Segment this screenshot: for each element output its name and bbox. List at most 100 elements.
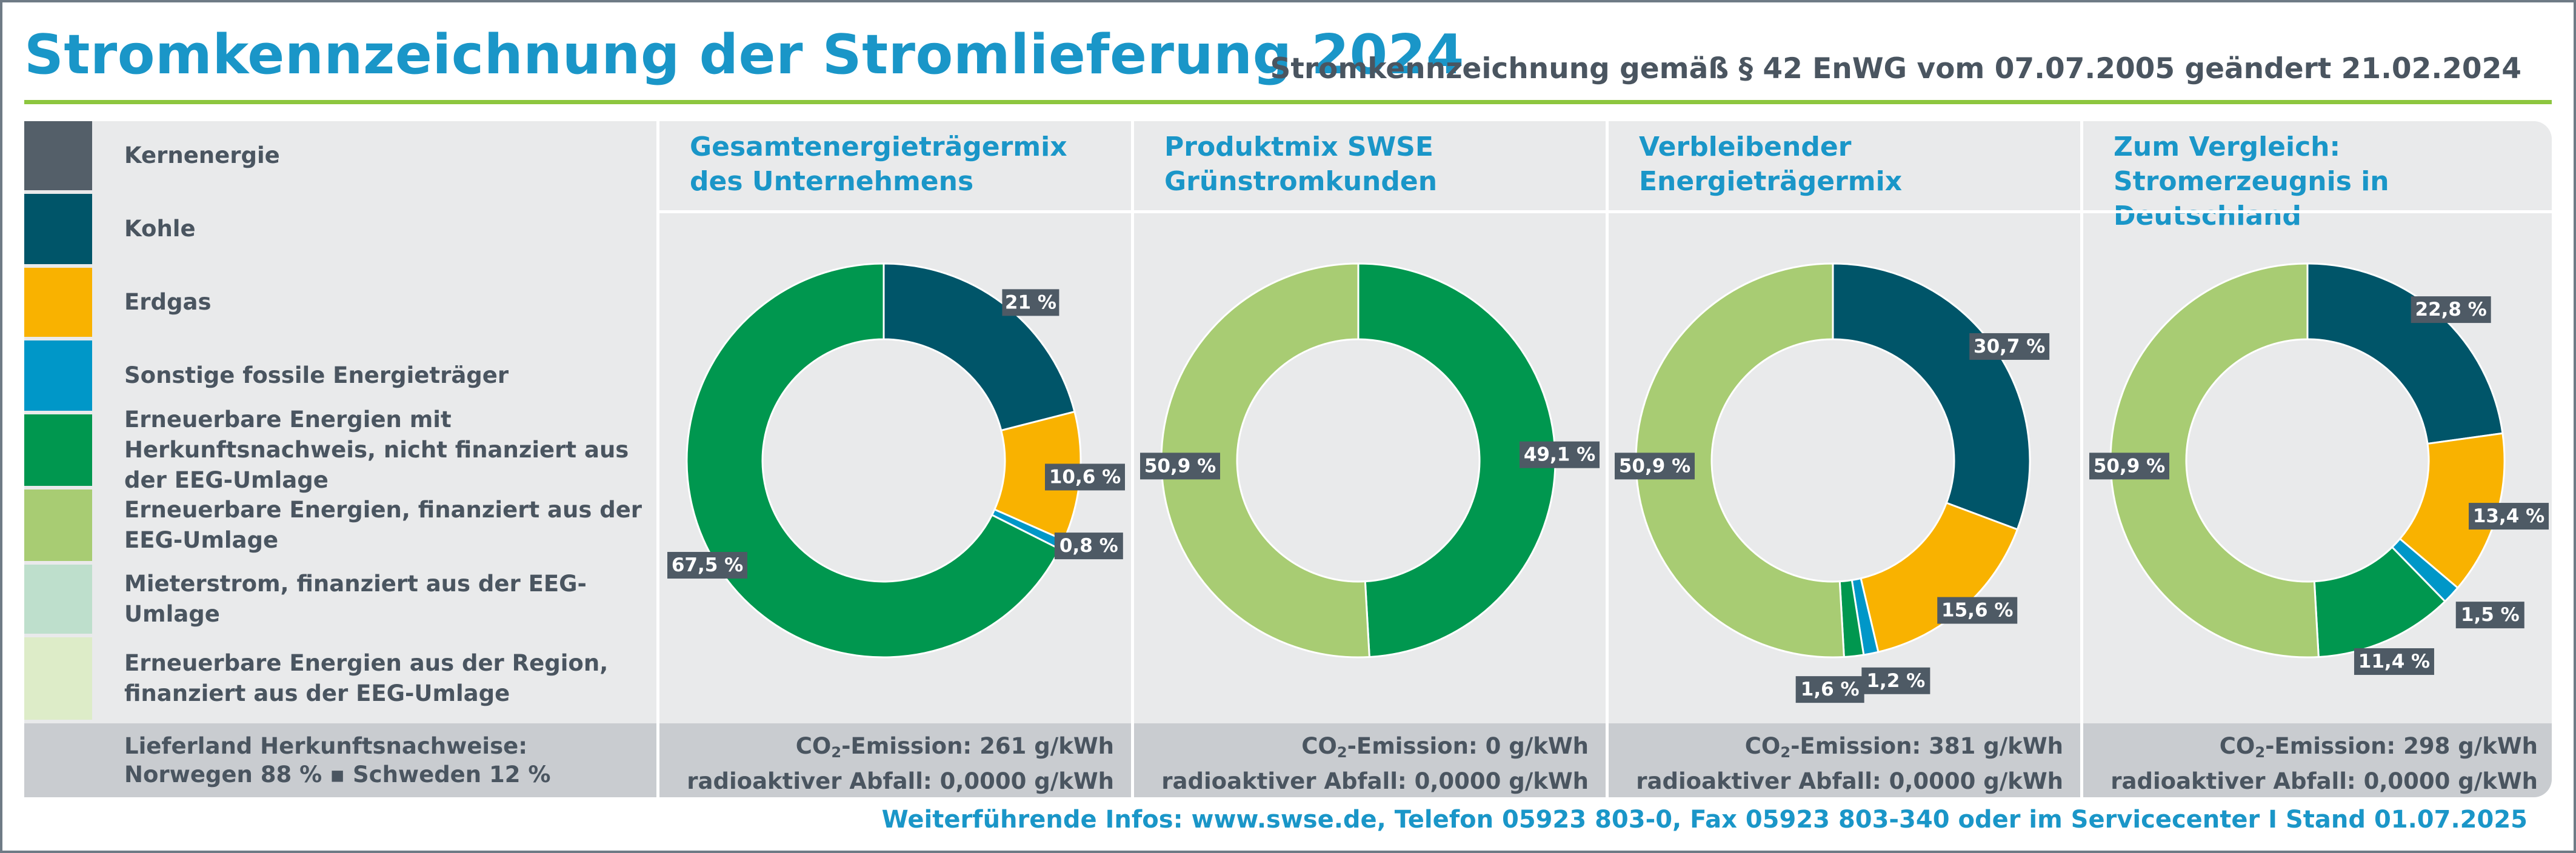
data-label-text: 50,9 % [1619, 455, 1690, 477]
data-label-text: 30,7 % [1974, 336, 2045, 357]
column-separator [1606, 121, 1609, 797]
data-label-box [2455, 602, 2524, 629]
column-separator [2080, 121, 2083, 797]
title-divider [659, 210, 1131, 213]
co2-prefix: CO [795, 733, 832, 759]
data-label: 50,9 % [1615, 453, 1695, 480]
data-label-box [667, 552, 747, 579]
data-label: 50,9 % [1140, 453, 1220, 480]
co2-emission: CO2-Emission: 381 g/kWh [1621, 732, 2063, 767]
herkunft-text: Lieferland Herkunftsnachweise: Norwegen … [124, 732, 550, 789]
data-label-text: 1,2 % [1866, 670, 1925, 692]
data-label: 67,5 % [667, 552, 747, 579]
radioactive-waste: radioaktiver Abfall: 0,0000 g/kWh [2111, 768, 2538, 794]
legend-item: Kohle [24, 194, 659, 264]
legend-label: Erneuerbare Energien mit Herkunftsnachwe… [124, 407, 629, 493]
page-title: Stromkennzeichnung der Stromlieferung 20… [24, 23, 1464, 87]
radioactive-waste: radioaktiver Abfall: 0,0000 g/kWh [1636, 768, 2063, 794]
legend-swatch [24, 490, 92, 561]
co2-value: -Emission: 298 g/kWh [2265, 733, 2538, 759]
donut-chart: 49,1 % 50,9 % [1140, 262, 1600, 659]
legend-swatch [24, 637, 92, 720]
column-separator [1131, 121, 1134, 797]
column-separator [656, 121, 659, 797]
legend-label: Erneuerbare Energien, finanziert aus der… [124, 497, 642, 553]
data-label: 1,5 % [2455, 602, 2524, 629]
data-label-text: 67,5 % [672, 554, 743, 576]
footer-info: Weiterführende Infos: www.swse.de, Telef… [881, 806, 2528, 834]
donut-slice [2306, 262, 2504, 445]
legend-swatch [24, 121, 92, 190]
data-label: 1,2 % [1861, 667, 1930, 694]
co2-value: -Emission: 261 g/kWh [841, 733, 1114, 759]
data-label-box [1002, 289, 1059, 316]
legend-label: Erdgas [124, 289, 212, 315]
data-label-box [2089, 453, 2169, 480]
radioactive-waste: radioaktiver Abfall: 0,0000 g/kWh [687, 768, 1114, 794]
data-label: 13,4 % [2469, 503, 2549, 530]
donut-slice [1357, 262, 1557, 659]
data-label-box [1045, 463, 1125, 491]
donut-slice [686, 262, 1061, 659]
legend-label: Kohle [124, 216, 196, 242]
legend: Kernenergie Kohle Erdgas Sonstige fossile E… [24, 121, 659, 723]
chart-column: Gesamtenergieträgermix des Unternehmens 2… [659, 121, 1131, 723]
emission-info: CO2-Emission: 261 g/kWh radioaktiver Abfa… [672, 732, 1114, 795]
data-label-text: 0,8 % [1059, 535, 1118, 557]
data-label-text: 15,6 % [1941, 600, 2013, 622]
data-label-box [1937, 597, 2018, 624]
data-label-box [2411, 296, 2491, 324]
data-label-box [2469, 503, 2549, 530]
legend-item: Erdgas [24, 268, 659, 337]
donut-slice [1832, 262, 2031, 531]
emission-info: CO2-Emission: 0 g/kWh radioaktiver Abfall… [1146, 732, 1589, 795]
data-label-box [1140, 453, 1220, 480]
co2-subscript: 2 [831, 744, 842, 761]
data-label-box [1795, 676, 1864, 703]
chart-title: Zum Vergleich: Stromerzeugnis in Deutsch… [2114, 131, 2389, 231]
legend-swatch [24, 194, 92, 264]
title-divider [1134, 210, 1606, 213]
donut-slice [1635, 262, 1845, 659]
legend-swatch [24, 414, 92, 486]
data-label-text: 50,9 % [2094, 455, 2165, 477]
co2-value: -Emission: 0 g/kWh [1347, 733, 1589, 759]
emission-info: CO2-Emission: 381 g/kWh radioaktiver Abfa… [1621, 732, 2063, 795]
data-label: 1,6 % [1795, 676, 1864, 703]
chart-title: Produktmix SWSE Grünstromkunden [1164, 131, 1438, 197]
co2-emission: CO2-Emission: 298 g/kWh [2095, 732, 2538, 767]
radioactive-waste: radioaktiver Abfall: 0,0000 g/kWh [1161, 768, 1589, 794]
emission-info: CO2-Emission: 298 g/kWh radioaktiver Abfa… [2095, 732, 2538, 795]
donut-chart: 30,7 % 15,6 % 1,2 % 1,6 % 50,9 % [1615, 262, 2050, 703]
co2-subscript: 2 [1336, 744, 1347, 761]
co2-prefix: CO [1301, 733, 1337, 759]
legend-item: Erneuerbare Energien mit Herkunftsnachwe… [24, 407, 659, 493]
data-label-text: 22,8 % [2415, 299, 2487, 320]
donut-chart: 21 % 10,6 % 0,8 % 67,5 % [667, 262, 1125, 659]
co2-value: -Emission: 381 g/kWh [1790, 733, 2063, 759]
chart-title: Gesamtenergieträgermix des Unternehmens [690, 131, 1067, 197]
legend-swatch [24, 340, 92, 411]
co2-subscript: 2 [1780, 744, 1791, 761]
data-label: 11,4 % [2354, 648, 2434, 675]
donut-slice [883, 262, 1076, 432]
data-label-text: 50,9 % [1144, 455, 1216, 477]
data-label: 21 % [1002, 289, 1059, 316]
chart-column: Zum Vergleich: Stromerzeugnis in Deutsch… [2083, 121, 2552, 723]
data-label-text: 49,1 % [1524, 444, 1595, 466]
data-label: 15,6 % [1937, 597, 2018, 624]
chart-panel: Kernenergie Kohle Erdgas Sonstige fossile E… [24, 121, 2552, 797]
data-label: 50,9 % [2089, 453, 2169, 480]
co2-subscript: 2 [2255, 744, 2266, 761]
donut-slice [1860, 502, 2019, 654]
chart-column: Verbleibender Energieträgermix 30,7 % 15,6… [1609, 121, 2080, 723]
herkunft-line2: Norwegen 88 % ▪ Schweden 12 % [124, 762, 551, 788]
co2-emission: CO2-Emission: 261 g/kWh [672, 732, 1114, 767]
donut-slice [2109, 262, 2320, 659]
co2-emission: CO2-Emission: 0 g/kWh [1146, 732, 1589, 767]
title-divider [2083, 210, 2552, 213]
legend-label: Kernenergie [124, 142, 280, 168]
legend-item: Sonstige fossile Energieträger [24, 340, 659, 411]
page-subtitle: Stromkennzeichnung gemäß § 42 EnWG vom 0… [1270, 52, 2521, 85]
data-label-text: 13,4 % [2473, 505, 2544, 527]
